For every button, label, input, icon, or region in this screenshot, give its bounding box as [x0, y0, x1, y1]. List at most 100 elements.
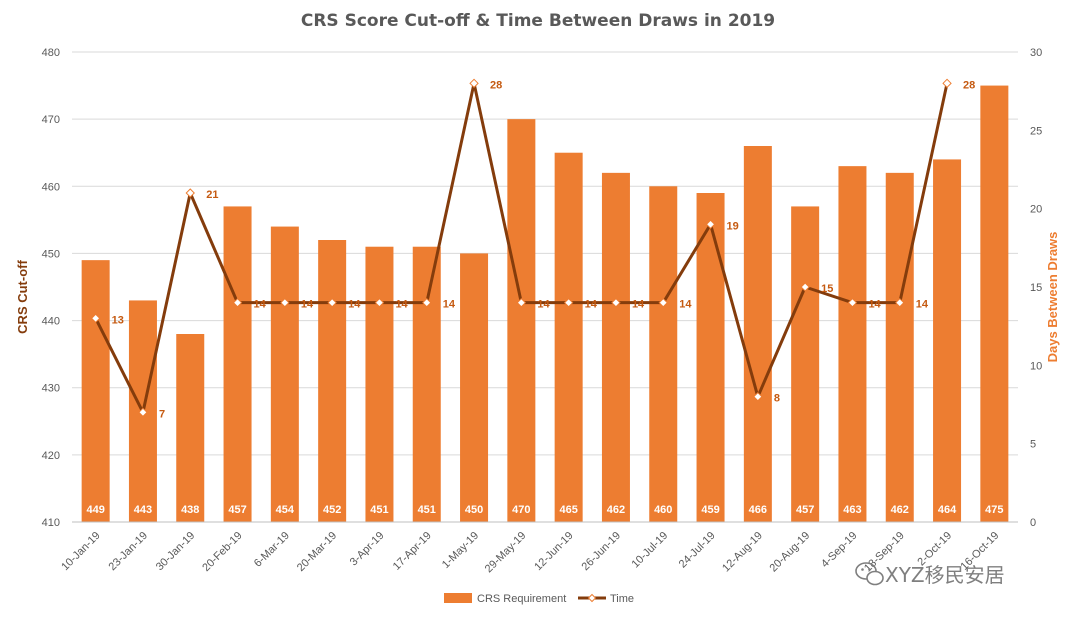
chart-title: CRS Score Cut-off & Time Between Draws i… [301, 11, 775, 31]
legend: CRS Requirement Time [444, 593, 634, 605]
time-data-label: 14 [301, 299, 314, 311]
y-tick-label: 430 [42, 383, 60, 395]
time-marker [895, 297, 905, 308]
time-data-label: 14 [916, 299, 929, 311]
bar-data-label: 451 [418, 504, 436, 516]
bar-data-label: 438 [181, 504, 199, 516]
bar-data-label: 460 [654, 504, 672, 516]
bar [933, 159, 962, 522]
x-tick-label: 30-Jan-19 [154, 530, 198, 574]
watermark-text: XYZ移民安居 [885, 563, 1005, 587]
x-tick-label: 3-Apr-19 [348, 530, 387, 569]
bar-data-label: 465 [559, 504, 577, 516]
time-marker [374, 297, 385, 308]
bar [696, 193, 725, 522]
y2-tick-label: 0 [1030, 517, 1036, 529]
bar-data-label: 464 [938, 504, 957, 516]
time-marker [469, 78, 479, 89]
x-tick-label: 10-Jul-19 [629, 530, 670, 571]
time-marker [327, 297, 337, 308]
line-series: 13 7 21 14 14 14 14 14 28 14 14 14 14 19 8 15 14 14 28 [90, 78, 975, 420]
time-marker [800, 282, 810, 292]
y-tick-label: 420 [42, 450, 60, 462]
bar-data-label: 457 [228, 504, 246, 516]
y2-axis-title: Days Between Draws [1045, 232, 1060, 363]
time-data-label: 14 [537, 299, 550, 311]
left-axis: 410 420 430 440 450 460 470 480 [42, 47, 60, 529]
bar [365, 246, 394, 522]
time-data-label: 28 [490, 79, 502, 91]
x-tick-label: 24-Jul-19 [677, 530, 718, 571]
time-marker [90, 313, 101, 324]
x-tick-label: 23-Jan-19 [107, 530, 151, 574]
time-data-label: 14 [254, 299, 267, 311]
time-marker [232, 297, 243, 308]
x-tick-label: 1-May-19 [440, 530, 481, 571]
y2-tick-label: 30 [1030, 47, 1042, 59]
bar-data-label: 451 [370, 504, 388, 516]
bar-data-label: 452 [323, 504, 341, 516]
time-marker [611, 297, 621, 308]
time-data-label: 7 [159, 408, 165, 420]
bar [318, 240, 347, 522]
x-tick-label: 17-Apr-19 [391, 530, 434, 573]
legend-bar-swatch [444, 593, 472, 603]
y2-tick-label: 15 [1030, 282, 1042, 294]
x-tick-label: 20-Feb-19 [200, 530, 244, 574]
x-tick-label: 26-Jun-19 [580, 530, 624, 574]
x-tick-label: 20-Mar-19 [295, 530, 339, 574]
x-tick-label: 12-Aug-19 [720, 530, 765, 575]
time-data-label: 8 [774, 393, 780, 405]
time-data-label: 14 [443, 299, 456, 311]
time-marker [705, 219, 716, 230]
time-data-label: 14 [868, 299, 881, 311]
bar-series: 449 443 438 457 454 452 451 451 450 470 465 462 460 4… [81, 85, 1009, 523]
bar-data-label: 443 [134, 504, 152, 516]
y-tick-label: 450 [42, 248, 60, 260]
bar-data-label: 462 [891, 504, 909, 516]
x-tick-label: 29-May-19 [483, 530, 529, 576]
time-data-label: 14 [348, 299, 361, 311]
time-marker [753, 391, 763, 402]
time-data-label: 28 [963, 79, 975, 91]
time-marker [847, 297, 858, 308]
bar [885, 172, 914, 522]
time-data-label: 13 [112, 314, 124, 326]
bar [270, 226, 299, 523]
legend-line-label: Time [610, 593, 634, 605]
bar-data-label: 462 [607, 504, 625, 516]
time-marker [942, 78, 952, 89]
bar [460, 253, 489, 522]
y-tick-label: 460 [42, 181, 60, 193]
x-tick-label: 10-Jan-19 [59, 530, 103, 574]
y2-tick-label: 5 [1030, 439, 1036, 451]
bar [838, 166, 867, 522]
time-data-label: 15 [821, 283, 833, 295]
y-tick-label: 440 [42, 316, 60, 328]
time-data-label: 14 [395, 299, 408, 311]
time-marker [138, 407, 148, 418]
bar [980, 85, 1009, 523]
gridlines [72, 51, 1018, 523]
x-tick-label: 4-Sep-19 [819, 530, 859, 570]
bar [176, 334, 205, 522]
bar [791, 206, 820, 522]
bar-data-label: 459 [701, 504, 719, 516]
bar-data-label: 457 [796, 504, 814, 516]
bar [601, 172, 630, 522]
time-data-label: 21 [206, 189, 218, 201]
time-marker [185, 188, 195, 198]
y-tick-label: 410 [42, 517, 60, 529]
time-marker [280, 297, 290, 308]
time-marker [563, 297, 574, 308]
y-axis-title: CRS Cut-off [15, 260, 30, 334]
x-tick-label: 6-Mar-19 [252, 530, 292, 570]
time-marker [658, 297, 668, 308]
legend-bar-label: CRS Requirement [477, 593, 566, 605]
time-data-label: 14 [679, 299, 692, 311]
bar-data-label: 466 [749, 504, 767, 516]
bar-data-label: 463 [843, 504, 861, 516]
wechat-icon [855, 562, 884, 586]
time-marker [516, 297, 527, 308]
